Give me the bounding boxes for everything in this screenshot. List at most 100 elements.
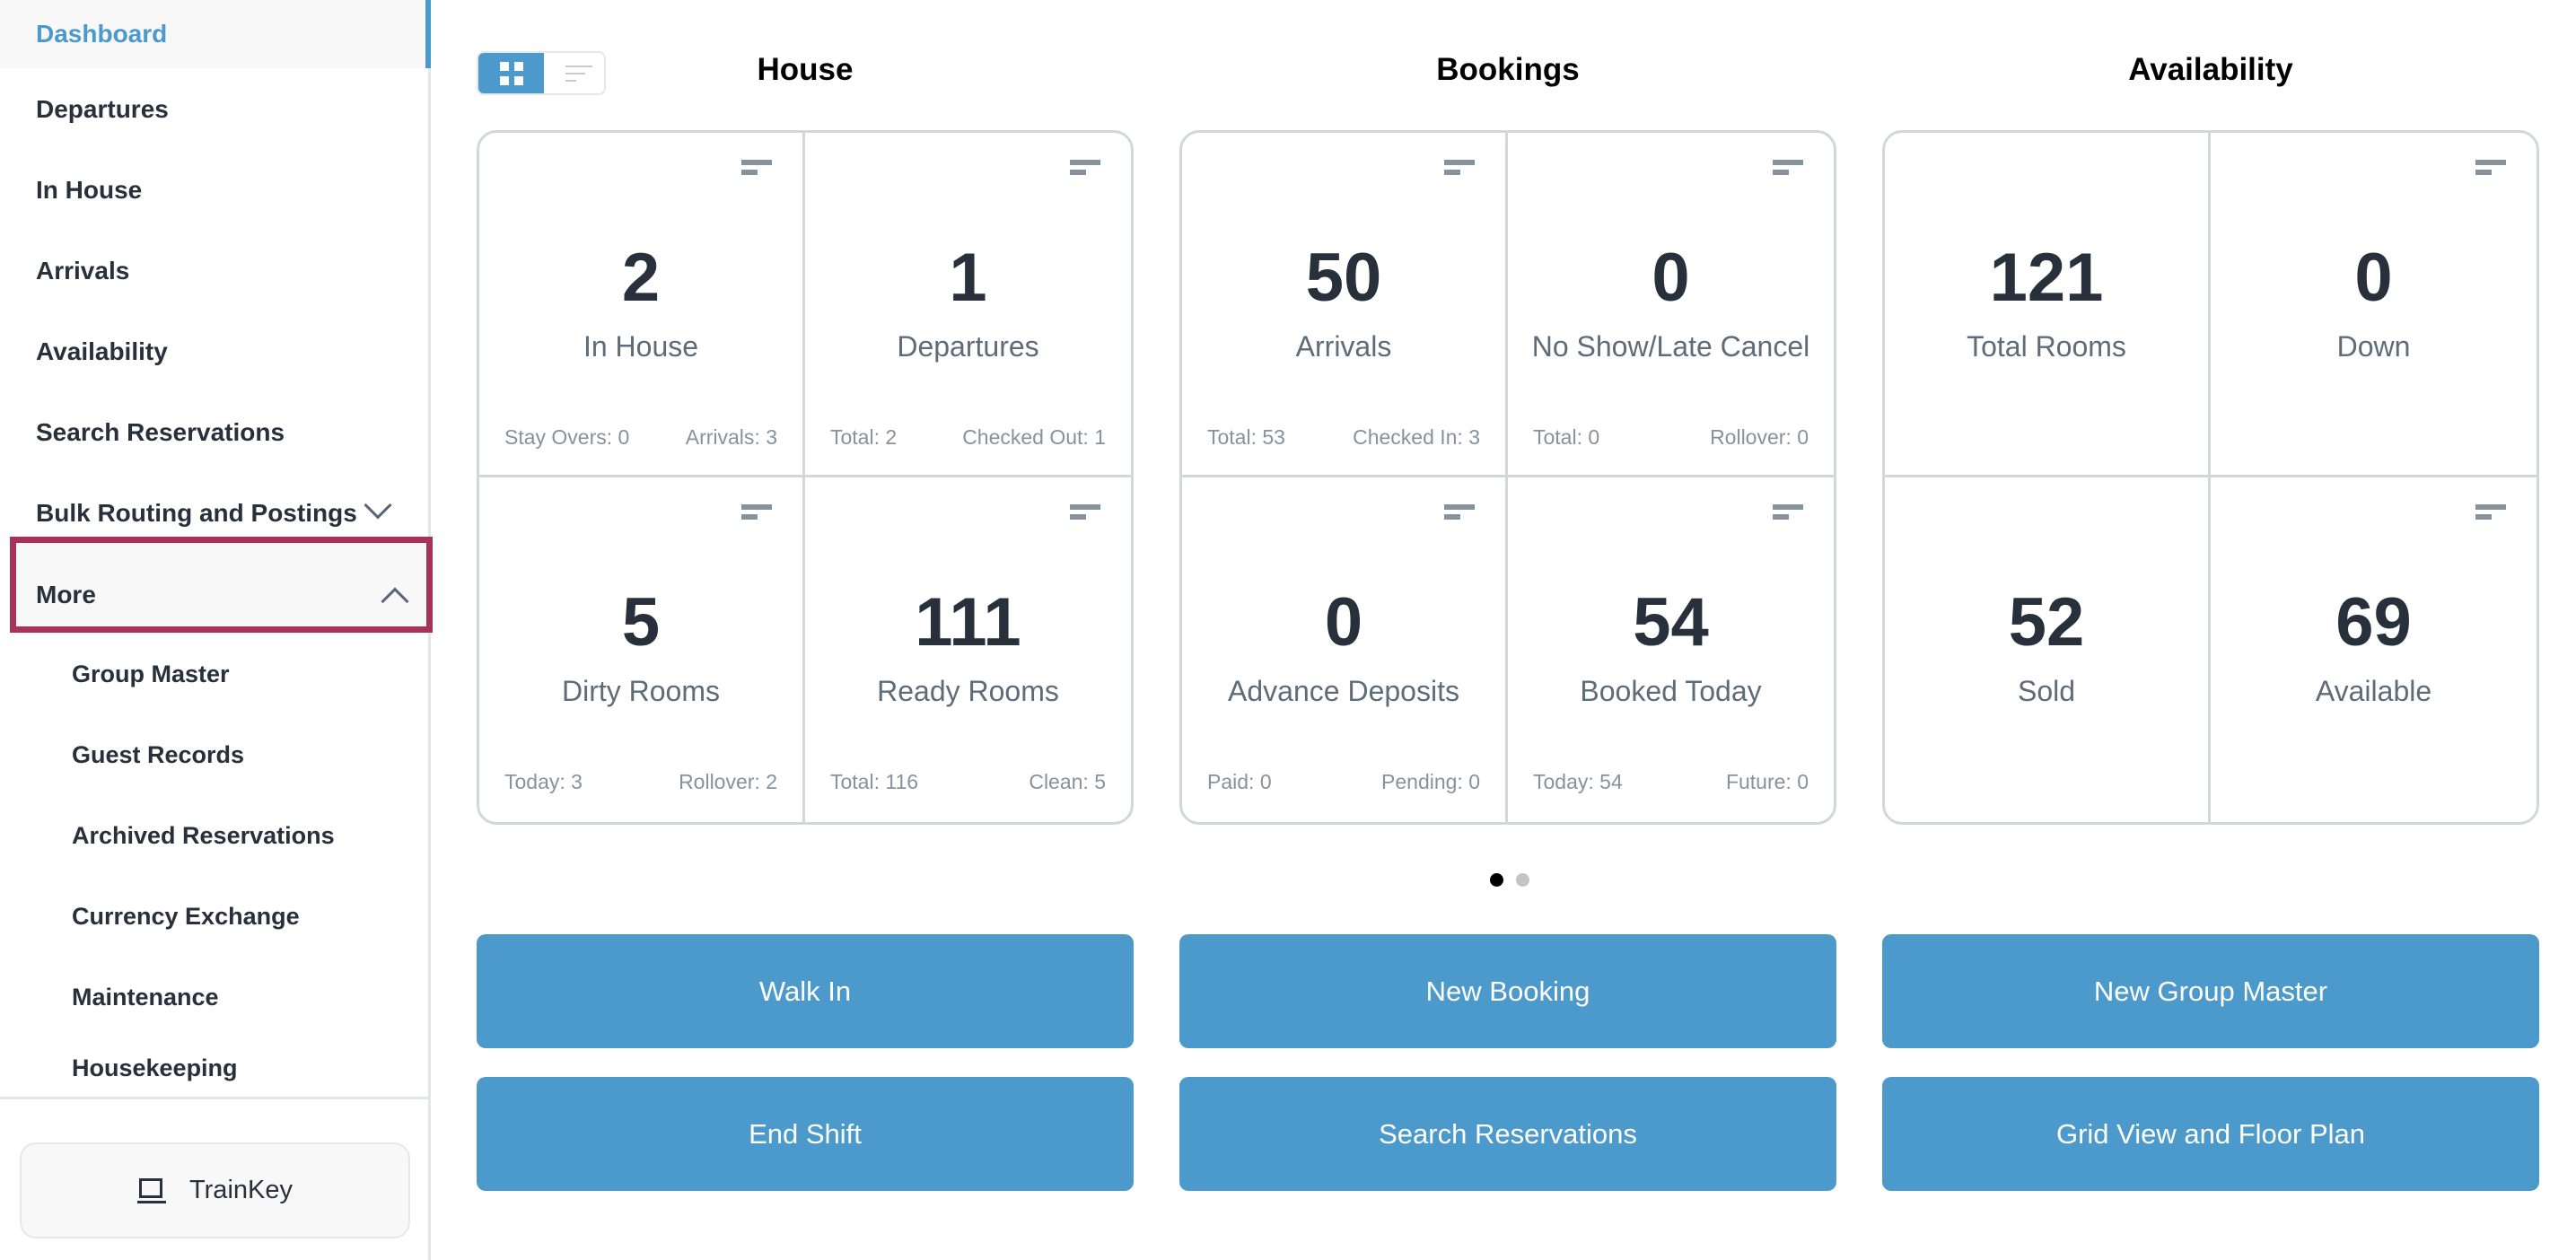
stat-footer: Total: 2 Checked Out: 1 <box>830 425 1106 450</box>
stat-footer: Total: 116 Clean: 5 <box>830 770 1106 794</box>
stat-card-total-rooms[interactable]: 121 Total Rooms <box>1885 133 2211 477</box>
carousel-pager <box>1490 873 1529 887</box>
stat-footer: Total: 0 Rollover: 0 <box>1533 425 1809 450</box>
stat-card-arrivals[interactable]: 50 Arrivals Total: 53 Checked In: 3 <box>1182 133 1508 477</box>
stat-value: 111 <box>915 584 1021 661</box>
stat-label: Total Rooms <box>1967 330 2126 363</box>
sidebar-item-dashboard[interactable]: Dashboard <box>0 0 431 68</box>
stat-value: 5 <box>621 584 661 661</box>
sidebar-item-arrivals[interactable]: Arrivals <box>0 237 428 305</box>
search-reservations-button[interactable]: Search Reservations <box>1179 1077 1836 1191</box>
sidebar-subitem-archived-reservations[interactable]: Archived Reservations <box>0 801 428 870</box>
stat-footer-left: Stay Overs: 0 <box>504 425 630 449</box>
sort-menu-icon[interactable] <box>2475 160 2506 181</box>
stat-card-sold[interactable]: 52 Sold <box>1885 477 2211 822</box>
walk-in-button[interactable]: Walk In <box>477 934 1134 1048</box>
stat-footer-left: Total: 53 <box>1207 425 1285 449</box>
stat-footer: Total: 53 Checked In: 3 <box>1207 425 1480 450</box>
stat-footer-right: Rollover: 0 <box>1710 425 1809 449</box>
sidebar-subitem-currency-exchange[interactable]: Currency Exchange <box>0 882 428 950</box>
stat-card-booked-today[interactable]: 54 Booked Today Today: 54 Future: 0 <box>1508 477 1834 822</box>
stat-footer-right: Clean: 5 <box>1029 770 1106 793</box>
stat-card-no-show-late-cancel[interactable]: 0 No Show/Late Cancel Total: 0 Rollover: 0 <box>1508 133 1834 477</box>
sort-menu-icon[interactable] <box>1444 160 1475 181</box>
list-view-button[interactable] <box>544 53 604 93</box>
trainkey-label: TrainKey <box>189 1176 293 1204</box>
section-title-availability: Availability <box>2128 52 2293 87</box>
sidebar-item-more[interactable]: More <box>16 561 429 629</box>
sidebar-item-label: Departures <box>36 95 169 123</box>
stat-footer: Today: 54 Future: 0 <box>1533 770 1809 794</box>
stat-value: 121 <box>1989 240 2104 316</box>
sort-menu-icon[interactable] <box>741 504 772 526</box>
sidebar-item-label: In House <box>36 176 143 204</box>
stat-footer: Paid: 0 Pending: 0 <box>1207 770 1480 794</box>
sidebar-item-label: Housekeeping <box>72 1054 238 1081</box>
sidebar-item-label: Maintenance <box>72 983 219 1011</box>
sidebar-subitem-guest-records[interactable]: Guest Records <box>0 721 428 789</box>
trainkey-button[interactable]: TrainKey <box>20 1142 410 1238</box>
sort-menu-icon[interactable] <box>741 160 772 181</box>
stat-footer-left: Total: 0 <box>1533 425 1600 449</box>
stat-footer: Stay Overs: 0 Arrivals: 3 <box>504 425 777 450</box>
stat-label: Available <box>2315 675 2432 707</box>
grid-icon-cell <box>513 75 523 85</box>
card-group-house: 2 In House Stay Overs: 0 Arrivals: 3 1 Depart… <box>477 130 1134 825</box>
sort-menu-icon[interactable] <box>2475 504 2506 526</box>
stat-label: Ready Rooms <box>877 675 1059 707</box>
sidebar-item-in-house[interactable]: In House <box>0 156 428 224</box>
chevron-down-icon <box>364 491 392 520</box>
sidebar-footer: TrainKey <box>0 1097 428 1260</box>
stat-card-down[interactable]: 0 Down <box>2211 133 2537 477</box>
grid-view-button[interactable] <box>478 53 544 93</box>
sidebar-item-bulk-routing[interactable]: Bulk Routing and Postings <box>0 479 428 547</box>
card-group-availability: 121 Total Rooms 0 Down 52 Sold 69 Available <box>1882 130 2539 825</box>
stat-card-dirty-rooms[interactable]: 5 Dirty Rooms Today: 3 Rollover: 2 <box>479 477 805 822</box>
sort-menu-icon[interactable] <box>1070 504 1100 526</box>
pager-dot-1[interactable] <box>1490 873 1503 887</box>
stat-value: 54 <box>1633 584 1709 661</box>
stat-footer-right: Rollover: 2 <box>679 770 777 793</box>
sidebar-subitem-maintenance[interactable]: Maintenance <box>0 963 428 1031</box>
stat-card-ready-rooms[interactable]: 111 Ready Rooms Total: 116 Clean: 5 <box>805 477 1131 822</box>
stat-card-in-house[interactable]: 2 In House Stay Overs: 0 Arrivals: 3 <box>479 133 805 477</box>
stat-card-departures[interactable]: 1 Departures Total: 2 Checked Out: 1 <box>805 133 1131 477</box>
sidebar-item-label: Arrivals <box>36 257 130 284</box>
stat-footer-left: Total: 2 <box>830 425 898 449</box>
pager-dot-2[interactable] <box>1516 873 1529 887</box>
sidebar-item-label: Search Reservations <box>36 418 285 446</box>
stat-value: 0 <box>2354 240 2393 316</box>
sidebar-item-search-reservations[interactable]: Search Reservations <box>0 398 428 467</box>
sidebar-subitem-group-master[interactable]: Group Master <box>0 640 428 708</box>
sort-menu-icon[interactable] <box>1070 160 1100 181</box>
list-icon-line <box>565 79 576 82</box>
sort-menu-icon[interactable] <box>1444 504 1475 526</box>
stat-value: 0 <box>1652 240 1690 316</box>
highlight-box <box>10 537 433 633</box>
new-booking-button[interactable]: New Booking <box>1179 934 1836 1048</box>
sidebar-item-label: Guest Records <box>72 740 245 768</box>
sidebar-subitem-housekeeping[interactable]: Housekeeping <box>0 1044 428 1092</box>
list-icon-line <box>565 72 585 74</box>
view-toggle <box>477 51 606 95</box>
stat-label: Sold <box>2017 675 2076 707</box>
sort-menu-icon[interactable] <box>1773 160 1803 181</box>
sidebar: Dashboard Departures In House Arrivals A… <box>0 0 433 1260</box>
stat-label: Advance Deposits <box>1228 675 1459 707</box>
stat-value: 69 <box>2335 584 2412 661</box>
stat-label: Departures <box>897 330 1039 363</box>
grid-icon-cell <box>499 75 509 85</box>
grid-view-and-floor-plan-button[interactable]: Grid View and Floor Plan <box>1882 1077 2539 1191</box>
sidebar-item-departures[interactable]: Departures <box>0 75 428 144</box>
sidebar-item-availability[interactable]: Availability <box>0 318 428 386</box>
stat-value: 0 <box>1324 584 1363 661</box>
stat-card-available[interactable]: 69 Available <box>2211 477 2537 822</box>
new-group-master-button[interactable]: New Group Master <box>1882 934 2539 1048</box>
stat-card-advance-deposits[interactable]: 0 Advance Deposits Paid: 0 Pending: 0 <box>1182 477 1508 822</box>
end-shift-button[interactable]: End Shift <box>477 1077 1134 1191</box>
sort-menu-icon[interactable] <box>1773 504 1803 526</box>
stat-footer-right: Checked In: 3 <box>1353 425 1480 449</box>
stat-footer: Today: 3 Rollover: 2 <box>504 770 777 794</box>
section-title-house: House <box>757 52 854 87</box>
stat-value: 1 <box>949 240 987 316</box>
